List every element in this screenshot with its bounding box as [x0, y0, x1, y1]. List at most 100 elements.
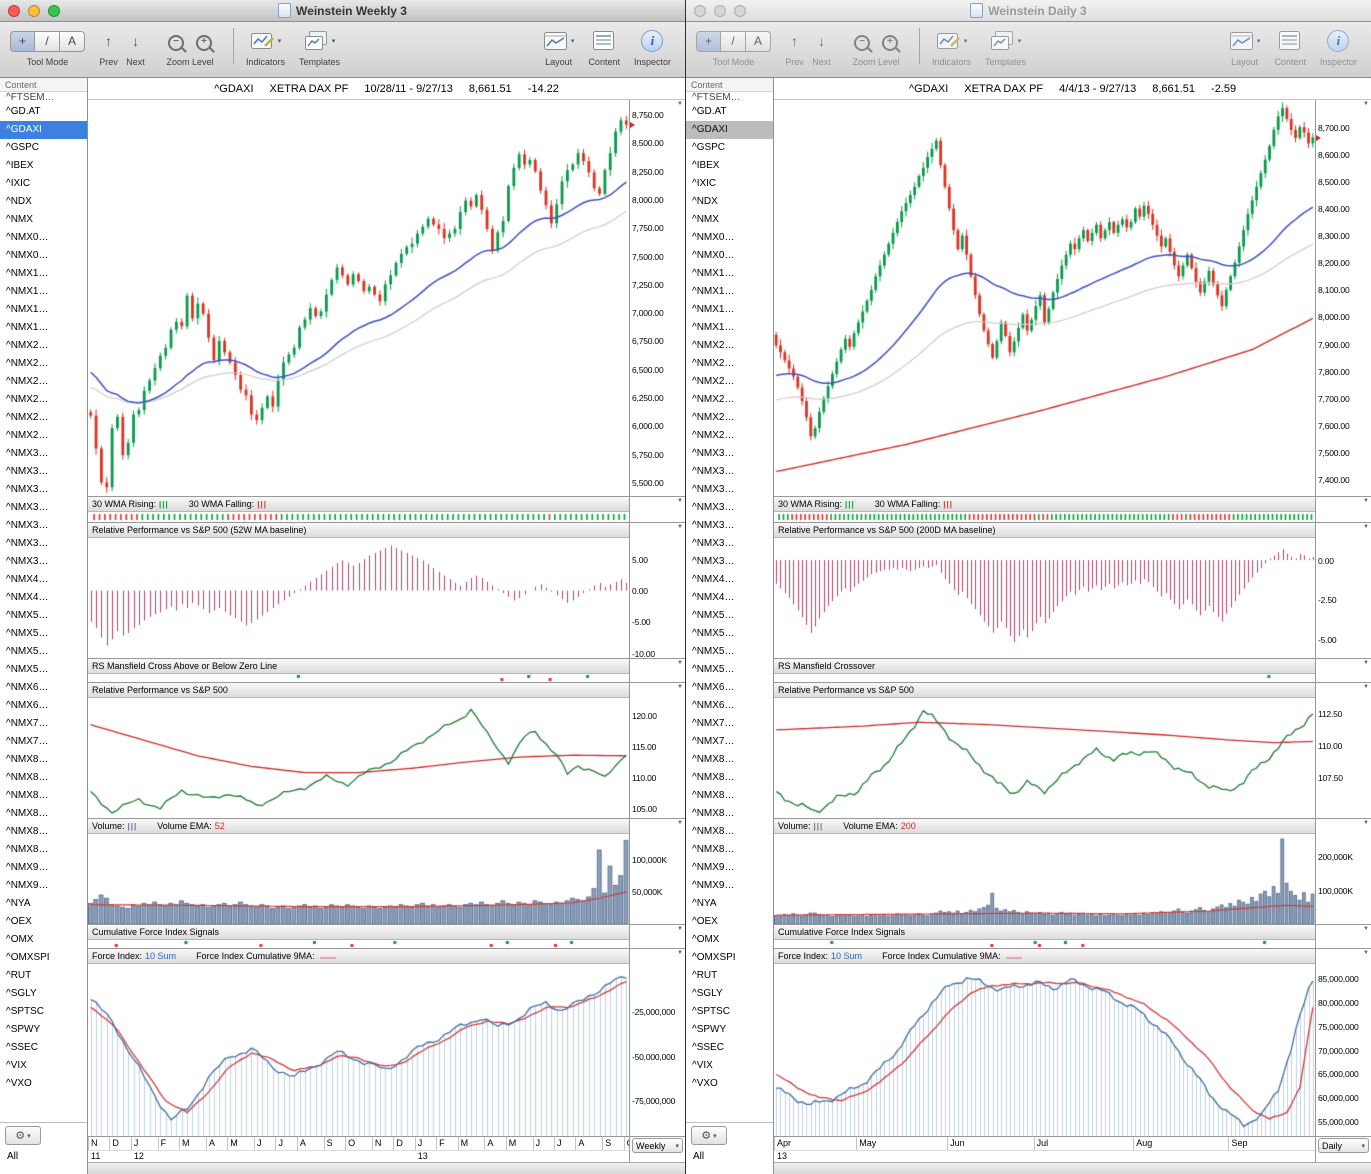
- line-tool-button[interactable]: /: [35, 30, 60, 52]
- sidebar-item[interactable]: ^SGLY: [692, 988, 723, 999]
- text-tool-button[interactable]: A: [60, 30, 85, 52]
- sidebar-item[interactable]: ^SSEC: [692, 1042, 724, 1053]
- sidebar-item[interactable]: ^NMX2…: [692, 376, 735, 387]
- sidebar-item[interactable]: ^NDX: [6, 196, 32, 207]
- sidebar-item[interactable]: ^NMX2…: [692, 412, 735, 423]
- sidebar-item[interactable]: ^NMX1…: [6, 286, 49, 297]
- sidebar-item[interactable]: ^NMX5…: [692, 646, 735, 657]
- sidebar-item[interactable]: ^OMXSPI: [692, 952, 736, 963]
- sidebar-item[interactable]: ^OEX: [692, 916, 718, 927]
- text-tool-button[interactable]: A: [746, 30, 771, 52]
- sidebar-item[interactable]: ^SPTSC: [6, 1006, 45, 1017]
- collapse-panel-button[interactable]: ▼: [1363, 524, 1369, 530]
- sidebar-item[interactable]: ^NMX8…: [6, 844, 49, 855]
- sidebar-item[interactable]: ^NMX3…: [6, 520, 49, 531]
- collapse-panel-button[interactable]: ▼: [677, 950, 683, 956]
- sidebar-item[interactable]: ^NMX9…: [692, 880, 735, 891]
- collapse-panel-button[interactable]: ▼: [677, 101, 683, 107]
- force-header[interactable]: Force Index: 10 Sum Force Index Cumulati…: [774, 949, 1315, 964]
- sidebar-item[interactable]: ^NMX3…: [692, 466, 735, 477]
- sidebar-item[interactable]: ^NMX6…: [6, 700, 49, 711]
- wma-signal-header[interactable]: 30 WMA Rising: ||| 30 WMA Falling: |||: [774, 497, 1315, 512]
- sidebar-item[interactable]: ^SPWY: [6, 1024, 41, 1035]
- sidebar-item[interactable]: ^NMX0…: [6, 250, 49, 261]
- templates-button[interactable]: ▾: [304, 28, 335, 54]
- wma-signal-strip[interactable]: [88, 512, 629, 522]
- prev-button[interactable]: ↑: [785, 29, 804, 53]
- sidebar-item[interactable]: ^NMX8…: [692, 790, 735, 801]
- inspector-button[interactable]: i: [641, 28, 664, 54]
- sidebar-item[interactable]: ^SSEC: [6, 1042, 38, 1053]
- sidebar-item[interactable]: ^NMX9…: [6, 880, 49, 891]
- sidebar-item[interactable]: ^NMX7…: [692, 718, 735, 729]
- group-filter[interactable]: All: [7, 1151, 19, 1162]
- sidebar-item[interactable]: ^NMX3…: [6, 502, 49, 513]
- sidebar-item[interactable]: ^FTSEM…: [6, 92, 55, 103]
- minimize-button[interactable]: [714, 5, 726, 17]
- sidebar-item[interactable]: ^NMX2…: [692, 394, 735, 405]
- sidebar-item[interactable]: ^FTSEM…: [692, 92, 741, 103]
- sidebar-item[interactable]: ^NMX8…: [692, 844, 735, 855]
- content-button[interactable]: [591, 28, 617, 54]
- sidebar-item[interactable]: ^NMX: [6, 214, 33, 225]
- sidebar-item[interactable]: ^NMX3…: [6, 538, 49, 549]
- rs-header[interactable]: Relative Performance vs S&P 500: [88, 683, 629, 698]
- sidebar-item[interactable]: ^NMX2…: [6, 412, 49, 423]
- sidebar-item[interactable]: ^NDX: [692, 196, 718, 207]
- next-button[interactable]: ↓: [126, 29, 145, 53]
- rs-line-chart[interactable]: [774, 698, 1315, 818]
- cfi-header[interactable]: Cumulative Force Index Signals: [774, 925, 1315, 940]
- collapse-panel-button[interactable]: ▼: [677, 684, 683, 690]
- mansfield-header[interactable]: RS Mansfield Cross Above or Below Zero L…: [88, 659, 629, 674]
- price-chart[interactable]: [88, 100, 629, 496]
- maximize-button[interactable]: [734, 5, 746, 17]
- cfi-header[interactable]: Cumulative Force Index Signals: [88, 925, 629, 940]
- sidebar-item[interactable]: ^RUT: [692, 970, 718, 981]
- sidebar-item[interactable]: ^NMX6…: [692, 682, 735, 693]
- sidebar-item[interactable]: ^VXO: [692, 1078, 718, 1089]
- minimize-button[interactable]: [28, 5, 40, 17]
- move-tool-button[interactable]: +: [696, 30, 721, 52]
- sidebar-item[interactable]: ^NMX3…: [6, 448, 49, 459]
- horizontal-scrollbar[interactable]: [774, 1162, 1371, 1174]
- horizontal-scrollbar[interactable]: [88, 1162, 685, 1174]
- sidebar-item[interactable]: ^NMX4…: [6, 592, 49, 603]
- sidebar-item[interactable]: ^NMX1…: [6, 268, 49, 279]
- sidebar-item[interactable]: ^NMX: [692, 214, 719, 225]
- sidebar-item[interactable]: ^GD.AT: [692, 106, 727, 117]
- sidebar-item[interactable]: ^RUT: [6, 970, 32, 981]
- sidebar-item[interactable]: ^NYA: [6, 898, 31, 909]
- sidebar-item[interactable]: ^VIX: [692, 1060, 713, 1071]
- sidebar-item[interactable]: ^NMX3…: [6, 466, 49, 477]
- rp-header[interactable]: Relative Performance vs S&P 500 (52W MA …: [88, 523, 629, 538]
- sidebar-item[interactable]: ^NMX1…: [692, 304, 735, 315]
- sidebar-item[interactable]: ^NMX1…: [692, 268, 735, 279]
- mansfield-signal-strip[interactable]: [88, 674, 629, 682]
- sidebar-item[interactable]: ^NMX4…: [6, 574, 49, 585]
- action-menu-button[interactable]: ⚙ ▾: [5, 1126, 41, 1145]
- timeframe-popup[interactable]: Daily ▾: [1318, 1138, 1369, 1153]
- zoom-in-button[interactable]: +: [191, 29, 217, 53]
- sidebar-item[interactable]: ^NMX8…: [6, 772, 49, 783]
- collapse-panel-button[interactable]: ▼: [1363, 950, 1369, 956]
- collapse-panel-button[interactable]: ▼: [677, 926, 683, 932]
- collapse-panel-button[interactable]: ▼: [677, 660, 683, 666]
- wma-signal-strip[interactable]: [774, 512, 1315, 522]
- rs-line-chart[interactable]: [88, 698, 629, 818]
- sidebar-item[interactable]: ^IBEX: [6, 160, 34, 171]
- sidebar-item[interactable]: ^NMX3…: [692, 520, 735, 531]
- indicators-button[interactable]: ▾: [250, 28, 281, 54]
- collapse-panel-button[interactable]: ▼: [1363, 684, 1369, 690]
- sidebar-item[interactable]: ^NMX1…: [6, 322, 49, 333]
- close-button[interactable]: [8, 5, 20, 17]
- price-axis[interactable]: ▼ 8,750.00 8,500.00 8,250.00 8,000.00 7,750.0…: [629, 100, 685, 496]
- sidebar-item[interactable]: ^NMX0…: [6, 232, 49, 243]
- sidebar-item[interactable]: ^SPWY: [692, 1024, 727, 1035]
- sidebar-item[interactable]: ^OEX: [6, 916, 32, 927]
- sidebar-item[interactable]: ^NMX4…: [692, 574, 735, 585]
- sidebar-item[interactable]: ^NMX2…: [6, 394, 49, 405]
- sidebar-item[interactable]: ^NMX5…: [692, 664, 735, 675]
- sidebar-item[interactable]: ^NMX5…: [6, 664, 49, 675]
- templates-button[interactable]: ▾: [990, 28, 1021, 54]
- sidebar-item[interactable]: ^NMX3…: [6, 484, 49, 495]
